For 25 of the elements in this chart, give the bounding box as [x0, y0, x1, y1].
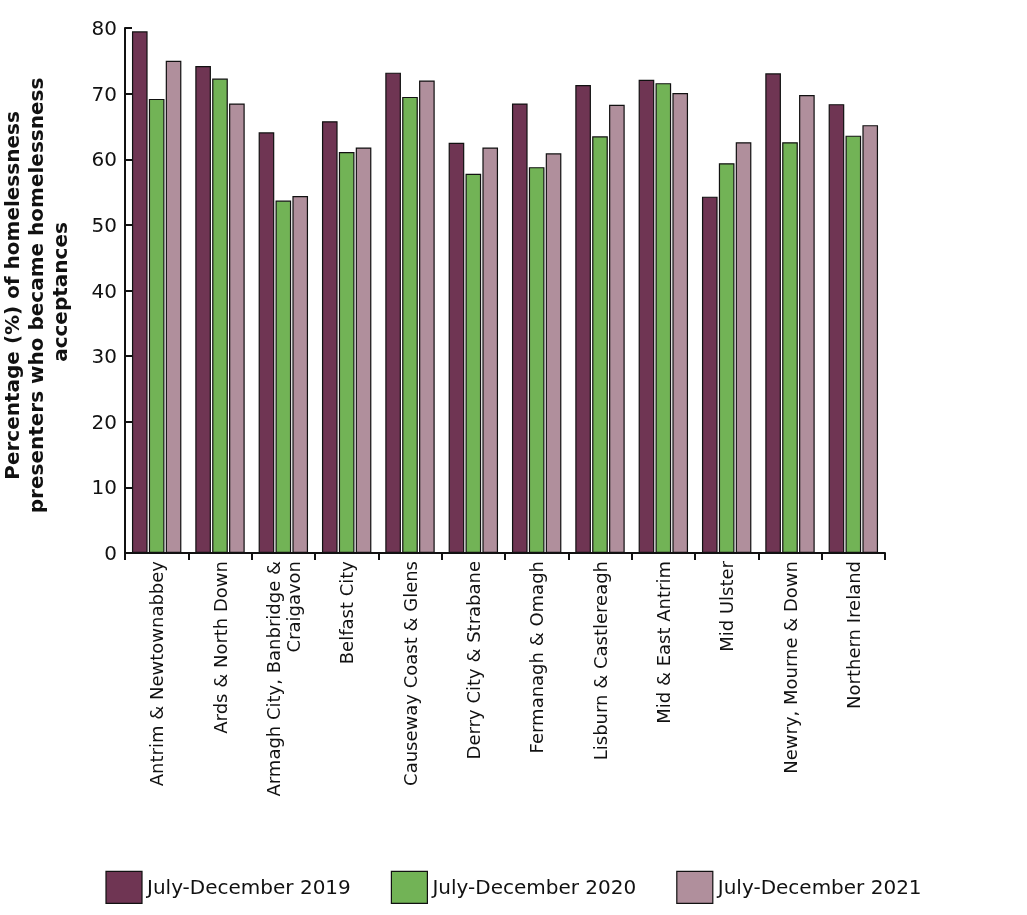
y-tick-label: 50	[91, 212, 117, 237]
x-tick-label: Northern Ireland	[842, 561, 864, 709]
x-tick-label: Lisburn & Castlereagh	[589, 561, 611, 761]
y-axis-title: Percentage (%) of homelessness presenters who became homelessness acceptances	[0, 70, 72, 514]
y-tick-label: 30	[91, 344, 117, 369]
x-tick-label: Mid Ulster	[716, 560, 738, 652]
y-tick-label: 60	[91, 147, 117, 172]
x-tick-label: Belfast City	[336, 560, 358, 665]
y-tick-label: 20	[91, 409, 117, 434]
x-tick-label: Derry City & Strabane	[462, 561, 484, 760]
x-tick-label: Newry, Mourne & Down	[779, 561, 801, 774]
x-tick-label: Armagh City, Banbridge & Craigavon	[262, 561, 304, 797]
legend-label: July-December 2020	[430, 875, 637, 900]
x-tick-label: Mid & East Antrim	[652, 561, 674, 724]
legend-label: July-December 2019	[145, 875, 351, 900]
x-tick-label: Antrim & Newtownabbey	[146, 560, 168, 787]
x-tick-label: Fermanagh & Omagh	[526, 561, 548, 754]
x-tick-label: Causeway Coast & Glens	[399, 561, 421, 786]
legend-label: July-December 2021	[715, 875, 922, 900]
y-tick-label: 10	[91, 475, 117, 500]
y-tick-label: 80	[91, 16, 117, 40]
y-tick-label: 70	[91, 81, 117, 106]
x-tick-label: Ards & North Down	[209, 561, 231, 734]
y-tick-label: 0	[104, 541, 117, 565]
y-tick-label: 40	[91, 278, 117, 303]
